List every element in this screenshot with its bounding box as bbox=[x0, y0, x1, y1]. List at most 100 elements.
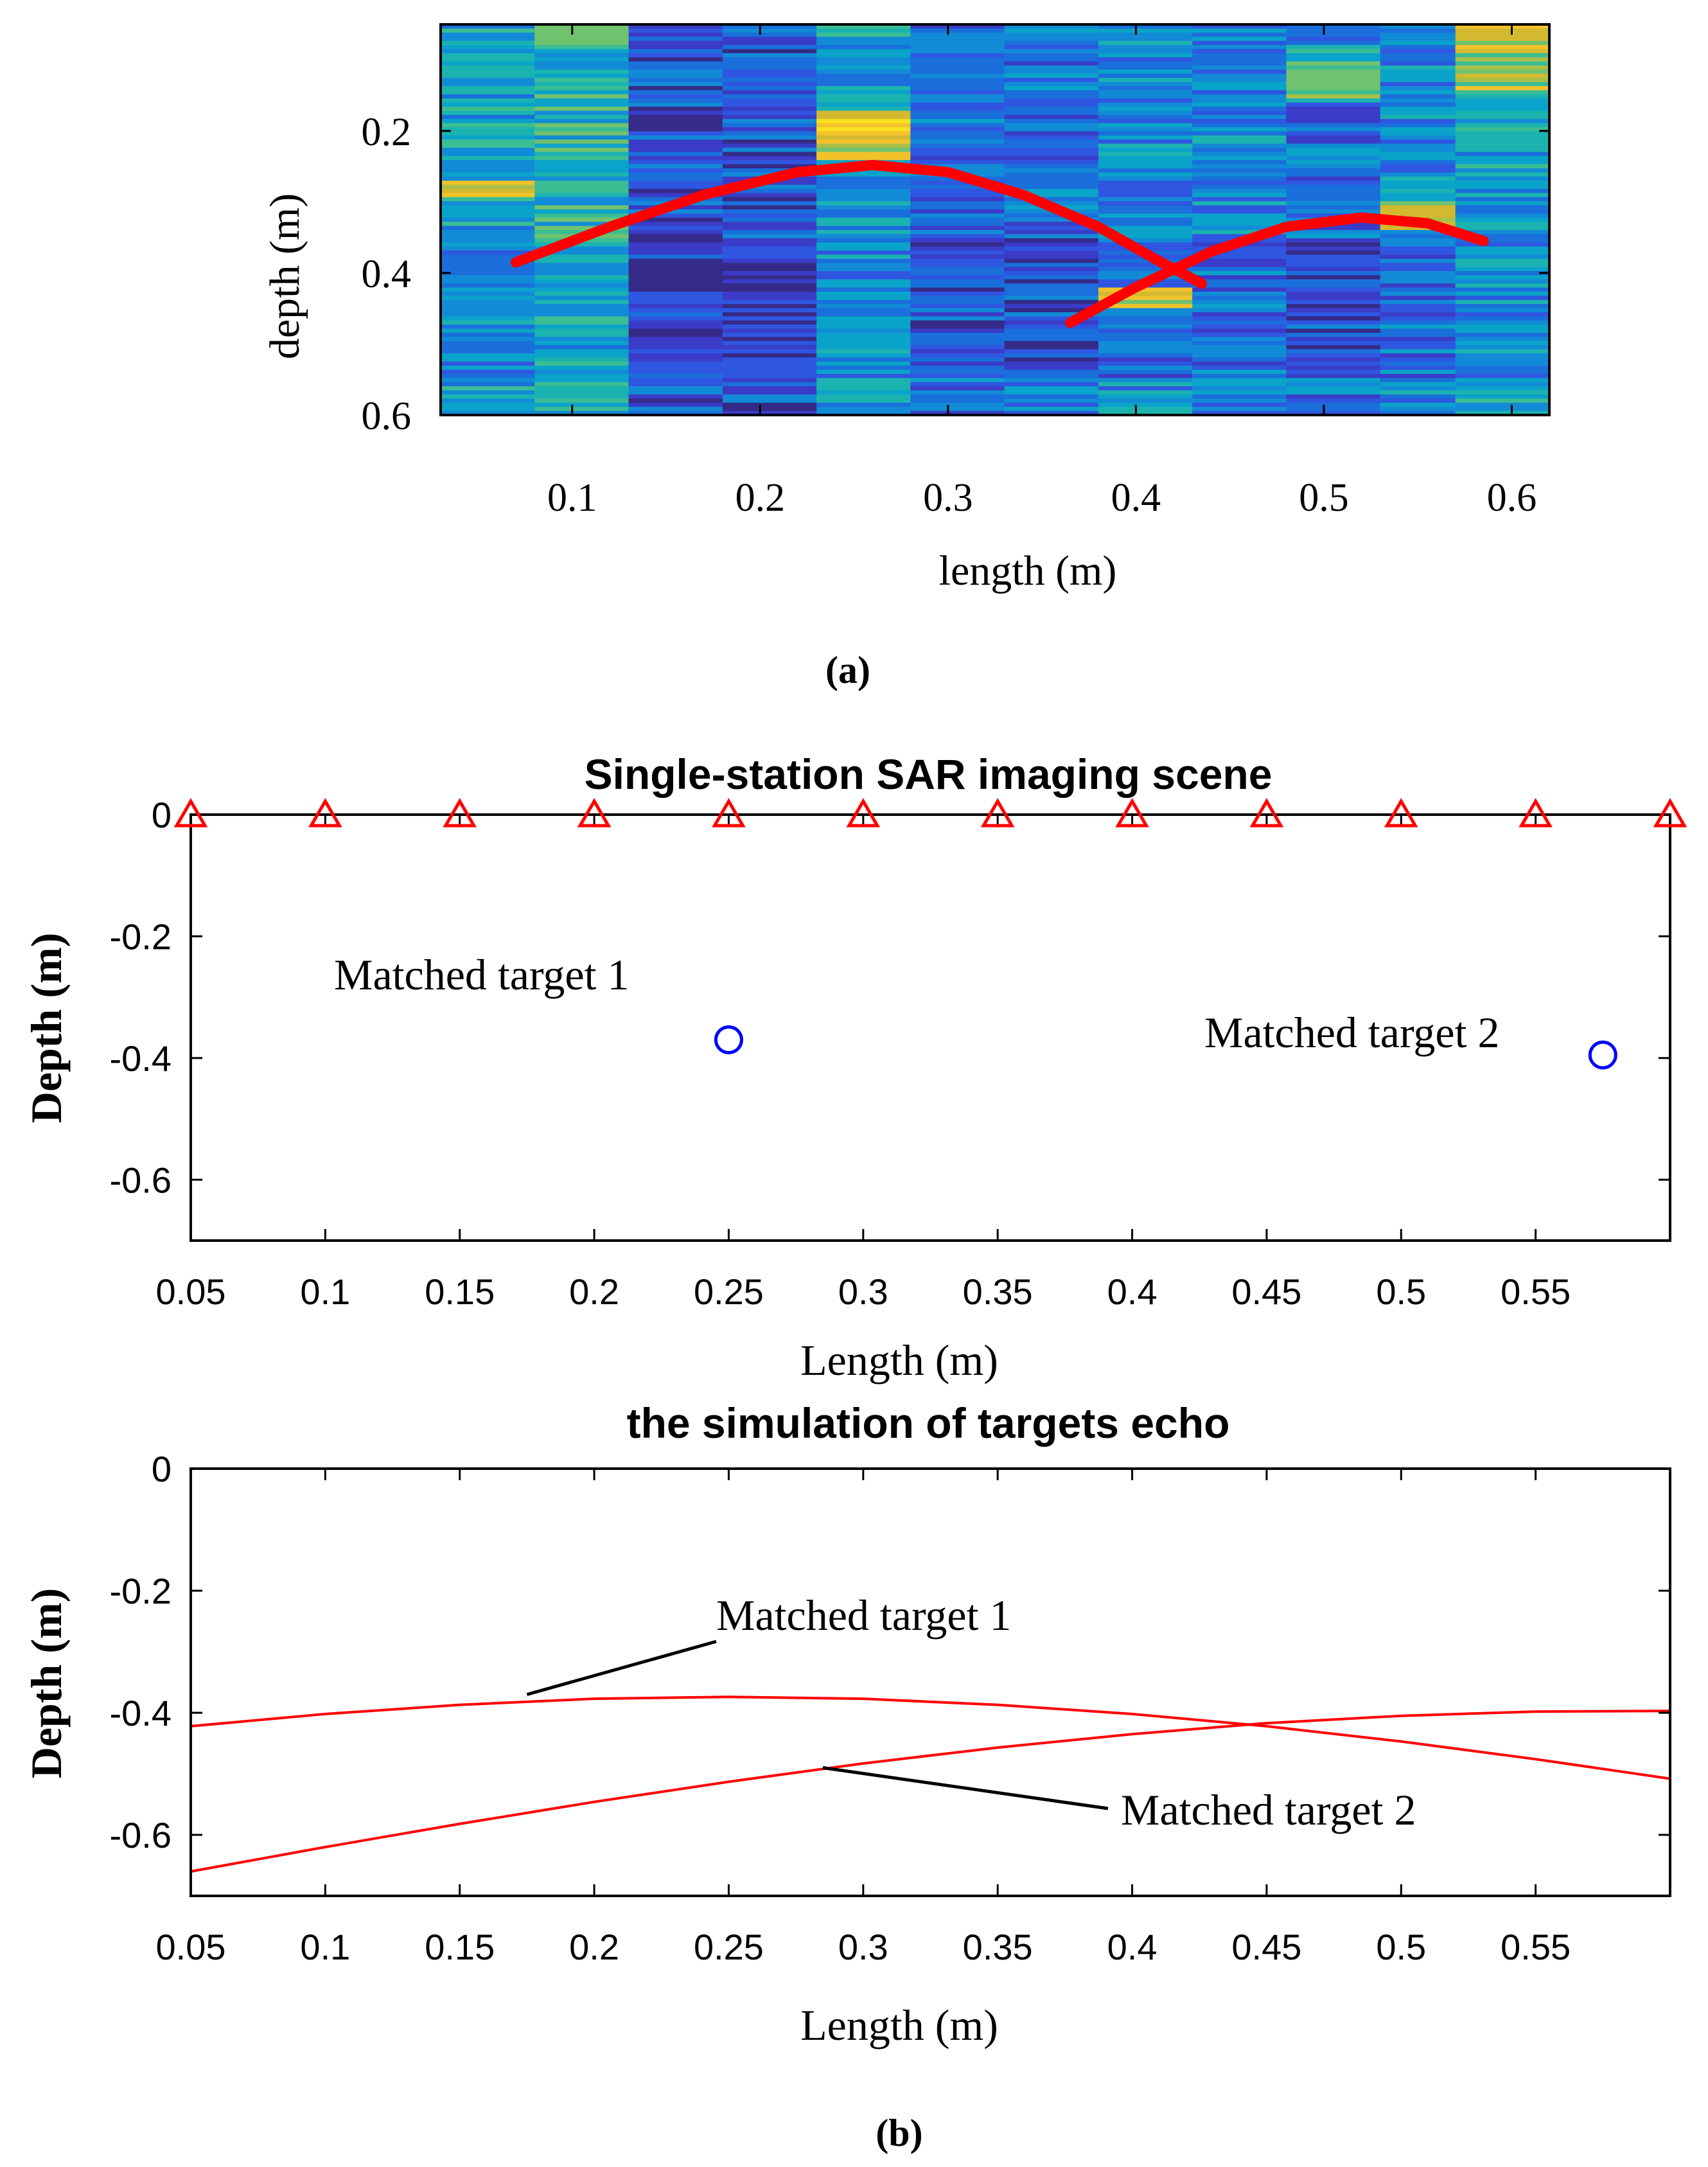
heatmap-cell bbox=[816, 189, 911, 193]
heatmap-cell bbox=[722, 135, 817, 140]
heatmap-cell bbox=[1098, 213, 1193, 218]
heatmap-cell bbox=[1098, 390, 1193, 395]
heatmap-cell bbox=[1286, 98, 1381, 103]
heatmap-cell bbox=[628, 148, 723, 152]
heatmap-cell bbox=[1004, 90, 1099, 95]
heatmap-cell bbox=[1455, 238, 1550, 243]
heatmap-cell bbox=[1455, 90, 1550, 95]
heatmap-cell bbox=[1004, 251, 1099, 255]
heatmap-cell bbox=[910, 292, 1005, 296]
heatmap-cell bbox=[1380, 366, 1456, 371]
heatmap-cell bbox=[441, 139, 535, 145]
heatmap-cell bbox=[1192, 168, 1287, 173]
heatmap-cell bbox=[910, 49, 1005, 54]
heatmap-cell bbox=[441, 193, 535, 198]
heatmap-cell bbox=[910, 283, 1005, 288]
heatmap-cell bbox=[1098, 242, 1193, 247]
heatmap-cell bbox=[910, 107, 1005, 111]
heatmap-cell bbox=[910, 316, 1005, 321]
heatmap-cell bbox=[722, 361, 817, 366]
heatmap-cell bbox=[722, 69, 817, 75]
heatmap-cell bbox=[1192, 349, 1287, 354]
heatmap-cell bbox=[910, 349, 1005, 354]
heatmap-cell bbox=[1004, 94, 1099, 99]
heatmap-cell bbox=[1286, 407, 1381, 412]
heatmap-cell bbox=[441, 217, 535, 222]
heatmap-cell bbox=[534, 66, 629, 70]
heatmap-cell bbox=[441, 107, 535, 111]
heatmap-cell bbox=[1286, 279, 1381, 284]
heatmap-cell bbox=[534, 242, 629, 247]
heatmap-cell bbox=[1192, 292, 1287, 296]
heatmap-cell bbox=[816, 213, 911, 218]
heatmap-cell bbox=[1192, 369, 1287, 375]
heatmap-cell bbox=[816, 148, 911, 152]
heatmap-cell bbox=[1004, 411, 1099, 416]
heatmap-cell bbox=[628, 217, 723, 222]
heatmap-cell bbox=[1455, 320, 1550, 325]
heatmap-cell bbox=[722, 155, 817, 161]
heatmap-cell bbox=[1286, 131, 1381, 136]
heatmap-cell bbox=[628, 320, 723, 325]
heatmap-cell bbox=[722, 61, 817, 66]
tick-marks: 0.1 0.2 0.3 0.4 0.5 0.6 0.2 0.4 0.6 bbox=[362, 24, 1549, 520]
heatmap-cell bbox=[816, 155, 911, 161]
heatmap-cell bbox=[722, 407, 817, 412]
heatmap-cell bbox=[441, 164, 535, 169]
heatmap-cell bbox=[816, 217, 911, 222]
echo-panel: the simulation of targets echo 0.05 0.1 0.… bbox=[22, 1399, 1671, 2154]
heatmap-cell bbox=[534, 407, 629, 412]
heatmap-cell bbox=[910, 37, 1005, 42]
heatmap-cell bbox=[628, 143, 723, 148]
heatmap-cell bbox=[1286, 127, 1381, 132]
heatmap-cell bbox=[1098, 316, 1193, 321]
heatmap-cell bbox=[1380, 304, 1456, 309]
heatmap-cell bbox=[722, 24, 817, 29]
heatmap-cell bbox=[534, 111, 629, 116]
heatmap-cell bbox=[1098, 394, 1193, 399]
heatmap-cell bbox=[1286, 238, 1381, 243]
heatmap-cell bbox=[910, 53, 1005, 58]
heatmap-cell bbox=[910, 320, 1005, 325]
heatmap-cell bbox=[1380, 316, 1456, 321]
heatmap-cell bbox=[1004, 366, 1099, 371]
heatmap-cell bbox=[1192, 411, 1287, 416]
x-axis-label: length (m) bbox=[939, 547, 1117, 594]
heatmap-cell bbox=[1286, 86, 1381, 91]
heatmap-cell bbox=[1098, 267, 1193, 272]
heatmap-cell bbox=[1192, 320, 1287, 325]
x-tick-label: 0.25 bbox=[694, 1271, 764, 1312]
heatmap-cell bbox=[628, 37, 723, 42]
heatmap-cell bbox=[1286, 172, 1381, 177]
heatmap-cell bbox=[441, 69, 535, 75]
heatmap-cell bbox=[1455, 61, 1550, 66]
heatmap-cell bbox=[722, 114, 817, 119]
heatmap-cell bbox=[910, 275, 1005, 280]
heatmap-cell bbox=[1380, 213, 1456, 218]
heatmap-cell bbox=[1004, 164, 1099, 169]
heatmap-cell bbox=[1004, 279, 1099, 284]
heatmap-cell bbox=[1380, 390, 1456, 395]
heatmap-cell bbox=[441, 57, 535, 62]
heatmap-cell bbox=[628, 287, 723, 292]
plot-frame bbox=[439, 23, 1551, 416]
heatmap-cell bbox=[628, 242, 723, 247]
heatmap-cell bbox=[722, 98, 817, 103]
heatmap-cell bbox=[1004, 217, 1099, 222]
overlay-curve bbox=[511, 159, 1207, 289]
x-tick-label: 0.5 bbox=[1376, 1271, 1426, 1312]
heatmap-cell bbox=[1286, 90, 1381, 95]
heatmap-cell bbox=[441, 49, 535, 54]
heatmap-cell bbox=[1192, 308, 1287, 313]
x-tick-label: 0.1 bbox=[300, 1271, 350, 1312]
heatmap-cell bbox=[1004, 357, 1099, 362]
heatmap-cell bbox=[1098, 73, 1193, 78]
heatmap-cell bbox=[441, 82, 535, 87]
heatmap-cell bbox=[1004, 57, 1099, 62]
antenna-marker bbox=[980, 798, 1015, 827]
heatmap-cell bbox=[816, 382, 911, 387]
heatmap-cell bbox=[1004, 263, 1099, 268]
heatmap-cell bbox=[1380, 209, 1456, 214]
heatmap-cell bbox=[1098, 217, 1193, 222]
heatmap-cell bbox=[1455, 66, 1550, 70]
